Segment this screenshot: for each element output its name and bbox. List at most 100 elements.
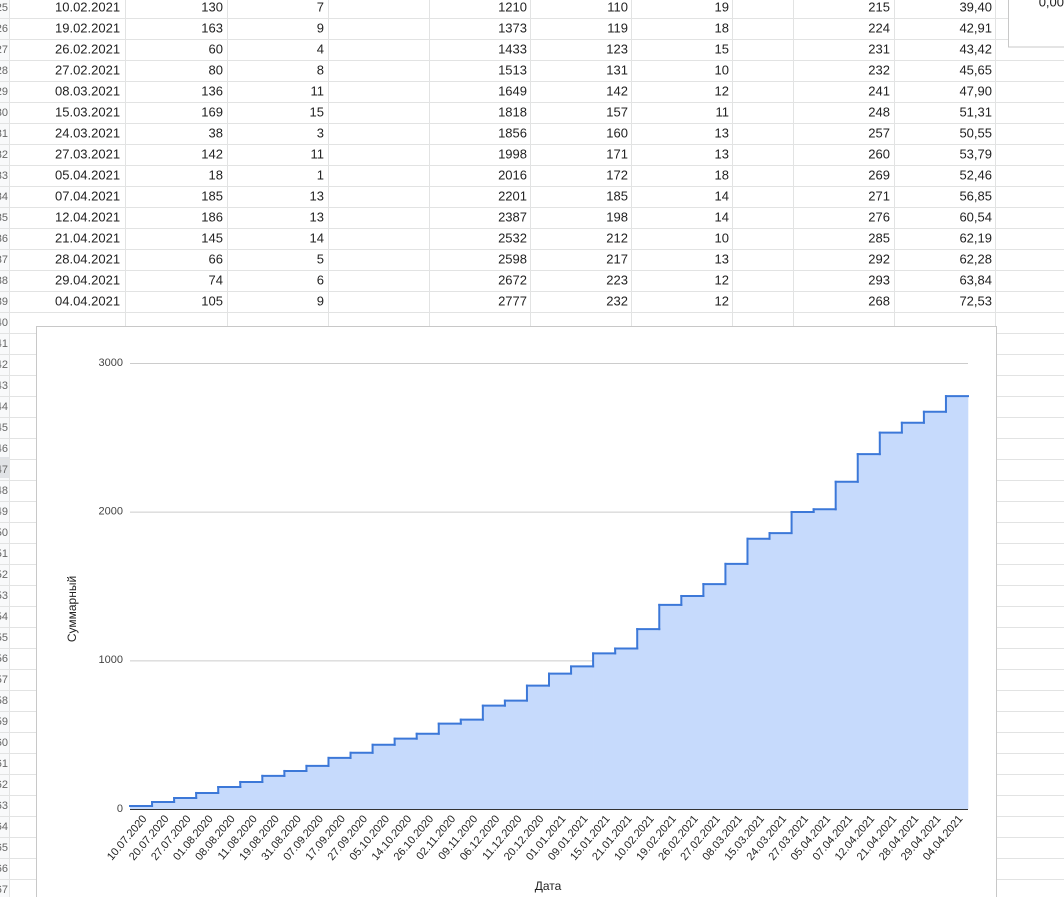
row-number: 67 [0,884,8,896]
number-cell: 51,31 [959,104,992,119]
number-cell: 12 [715,293,729,308]
number-cell: 163 [201,20,223,35]
row-number: 26 [0,23,8,35]
number-cell: 47,90 [959,83,992,98]
number-cell: 2387 [498,209,527,224]
area-step [879,432,903,809]
number-cell: 53,79 [959,146,992,161]
number-cell: 136 [201,83,223,98]
row-number: 48 [0,485,8,497]
number-cell: 19 [715,0,729,14]
number-cell: 241 [868,83,890,98]
y-tick-label: 1000 [99,654,123,666]
row-number: 39 [0,296,8,308]
y-tick-label: 0 [117,803,123,815]
number-cell: 293 [868,272,890,287]
date-cell: 07.04.2021 [55,188,120,203]
area-step [791,511,814,809]
area-step [306,765,329,809]
area-step [769,533,792,809]
date-cell: 05.04.2021 [55,167,120,182]
row-number: 45 [0,422,8,434]
number-cell: 56,85 [959,188,992,203]
area-step [571,666,594,809]
number-cell: 7 [317,0,324,14]
row-number: 36 [0,233,8,245]
number-cell: 269 [868,167,890,182]
number-cell: 13 [310,188,324,203]
row-number: 51 [0,548,8,560]
row-number: 42 [0,359,8,371]
area-step [681,595,704,809]
number-cell: 66 [209,251,223,266]
area-step [372,744,395,809]
date-cell: 24.03.2021 [55,125,120,140]
area-step [284,770,307,809]
row-number: 56 [0,653,8,665]
date-cell: 10.02.2021 [55,0,120,14]
number-cell: 60,54 [959,209,992,224]
row-number: 64 [0,821,8,833]
number-cell: 2672 [498,272,527,287]
row-number: 57 [0,674,8,686]
area-step [350,752,373,809]
row-number: 61 [0,758,8,770]
number-cell: 268 [868,293,890,308]
date-cell: 29.04.2021 [55,272,120,287]
row-number: 33 [0,170,8,182]
row-number: 63 [0,800,8,812]
number-cell: 157 [606,104,628,119]
area-step [196,792,219,809]
number-cell: 185 [201,188,223,203]
area-step [659,604,682,809]
number-cell: 131 [606,62,628,77]
row-number: 53 [0,590,8,602]
number-cell: 217 [606,251,628,266]
number-cell: 185 [606,188,628,203]
area-step [394,738,417,809]
number-cell: 292 [868,251,890,266]
number-cell: 80 [209,62,223,77]
number-cell: 142 [201,146,223,161]
area-step [482,705,506,809]
row-number: 62 [0,779,8,791]
number-cell: 232 [606,293,628,308]
row-number: 32 [0,149,8,161]
number-cell: 6 [317,272,324,287]
row-number: 35 [0,212,8,224]
side-cell: 0,00 [1039,0,1064,9]
number-cell: 8 [317,62,324,77]
number-cell: 72,53 [959,293,992,308]
date-cell: 28.04.2021 [55,251,120,266]
row-number: 65 [0,842,8,854]
number-cell: 11 [716,104,730,119]
number-cell: 123 [606,41,628,56]
number-cell: 52,46 [959,167,992,182]
row-number: 50 [0,527,8,539]
number-cell: 257 [868,125,890,140]
row-numbers: 25 26 27 28 29 30 31 32 33 34 35 36 37 38 39 40 41 42 43 44… [0,2,8,896]
area-step [460,719,484,809]
row-number: 55 [0,632,8,644]
row-number: 40 [0,317,8,329]
date-cell: 26.02.2021 [55,41,120,56]
row-number: 28 [0,65,8,77]
number-cell: 50,55 [959,125,992,140]
number-cell: 62,28 [959,251,992,266]
number-cell: 74 [209,272,223,287]
row-number: 47 [0,464,8,476]
number-cell: 14 [310,230,324,245]
area-step [923,411,947,809]
number-cell: 2598 [498,251,527,266]
number-cell: 231 [868,41,890,56]
number-cell: 9 [317,20,324,35]
date-cell: 15.03.2021 [55,104,120,119]
area-step [262,775,285,809]
number-cell: 63,84 [959,272,992,287]
number-cell: 232 [868,62,890,77]
number-cell: 1373 [498,20,527,35]
number-cell: 186 [201,209,223,224]
area-step [593,653,616,809]
number-cell: 10 [715,62,729,77]
row-number: 25 [0,2,8,14]
